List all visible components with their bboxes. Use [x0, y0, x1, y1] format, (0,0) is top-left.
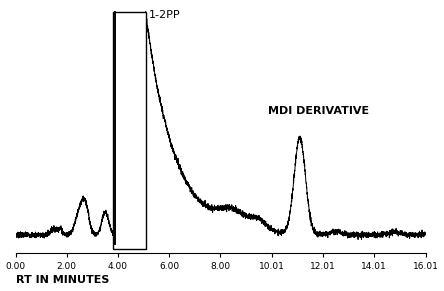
X-axis label: RT IN MINUTES: RT IN MINUTES	[16, 276, 109, 285]
Text: MDI DERIVATIVE: MDI DERIVATIVE	[268, 107, 369, 116]
Text: 1-2PP: 1-2PP	[149, 10, 180, 20]
Bar	[113, 13, 146, 249]
